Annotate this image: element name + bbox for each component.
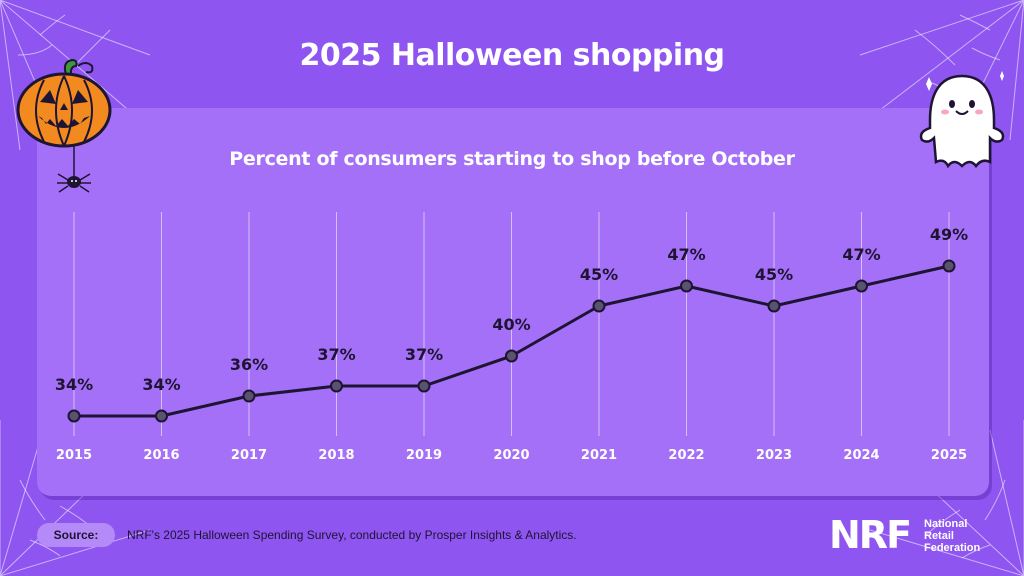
- data-point-2023: [767, 299, 781, 313]
- x-tick-label-2018: 2018: [318, 448, 354, 463]
- x-tick-label-2017: 2017: [231, 448, 267, 463]
- value-label-2019: 37%: [405, 345, 443, 364]
- x-tick-label-2021: 2021: [581, 448, 617, 463]
- chart-title: Percent of consumers starting to shop be…: [229, 148, 795, 170]
- org-name-line: Retail: [924, 530, 954, 542]
- data-point-2022: [680, 279, 693, 293]
- data-point-2021: [592, 299, 606, 313]
- x-tick-label-2020: 2020: [493, 448, 529, 463]
- value-label-2023: 45%: [755, 265, 793, 284]
- x-tick-label-2024: 2024: [843, 448, 879, 463]
- x-tick-label-2022: 2022: [668, 448, 704, 463]
- value-label-2017: 36%: [230, 355, 268, 374]
- org-name-line: Federation: [924, 542, 981, 554]
- x-tick-label-2025: 2025: [931, 448, 967, 463]
- value-label-2022: 47%: [667, 245, 705, 264]
- x-tick-label-2019: 2019: [406, 448, 442, 463]
- value-label-2016: 34%: [142, 375, 180, 394]
- value-label-2025: 49%: [930, 225, 968, 244]
- chart-panel: [37, 108, 989, 496]
- data-point-2015: [67, 409, 81, 423]
- org-name-line: National: [924, 518, 968, 530]
- source-label: Source:: [37, 523, 115, 547]
- value-label-2018: 37%: [317, 345, 355, 364]
- data-point-2016: [155, 409, 168, 423]
- pumpkin-icon: [16, 58, 112, 193]
- data-point-2025: [942, 259, 956, 273]
- ghost-icon: [919, 71, 1005, 169]
- x-tick-label-2015: 2015: [56, 448, 92, 463]
- x-tick-label-2023: 2023: [756, 448, 792, 463]
- value-label-2020: 40%: [492, 315, 530, 334]
- spider-icon: [57, 173, 91, 193]
- data-point-2024: [855, 279, 868, 293]
- data-point-2017: [242, 389, 256, 403]
- nrf-logo: NRF: [829, 513, 912, 557]
- data-point-2018: [330, 379, 343, 393]
- page-title: 2025 Halloween shopping: [299, 38, 725, 73]
- org-name: National Retail Federation: [924, 518, 1004, 554]
- value-label-2015: 34%: [55, 375, 93, 394]
- data-point-2019: [417, 379, 431, 393]
- value-label-2024: 47%: [842, 245, 880, 264]
- value-label-2021: 45%: [580, 265, 618, 284]
- source-text: NRF's 2025 Halloween Spending Survey, co…: [127, 528, 577, 542]
- data-point-2020: [505, 349, 518, 363]
- x-tick-label-2016: 2016: [143, 448, 179, 463]
